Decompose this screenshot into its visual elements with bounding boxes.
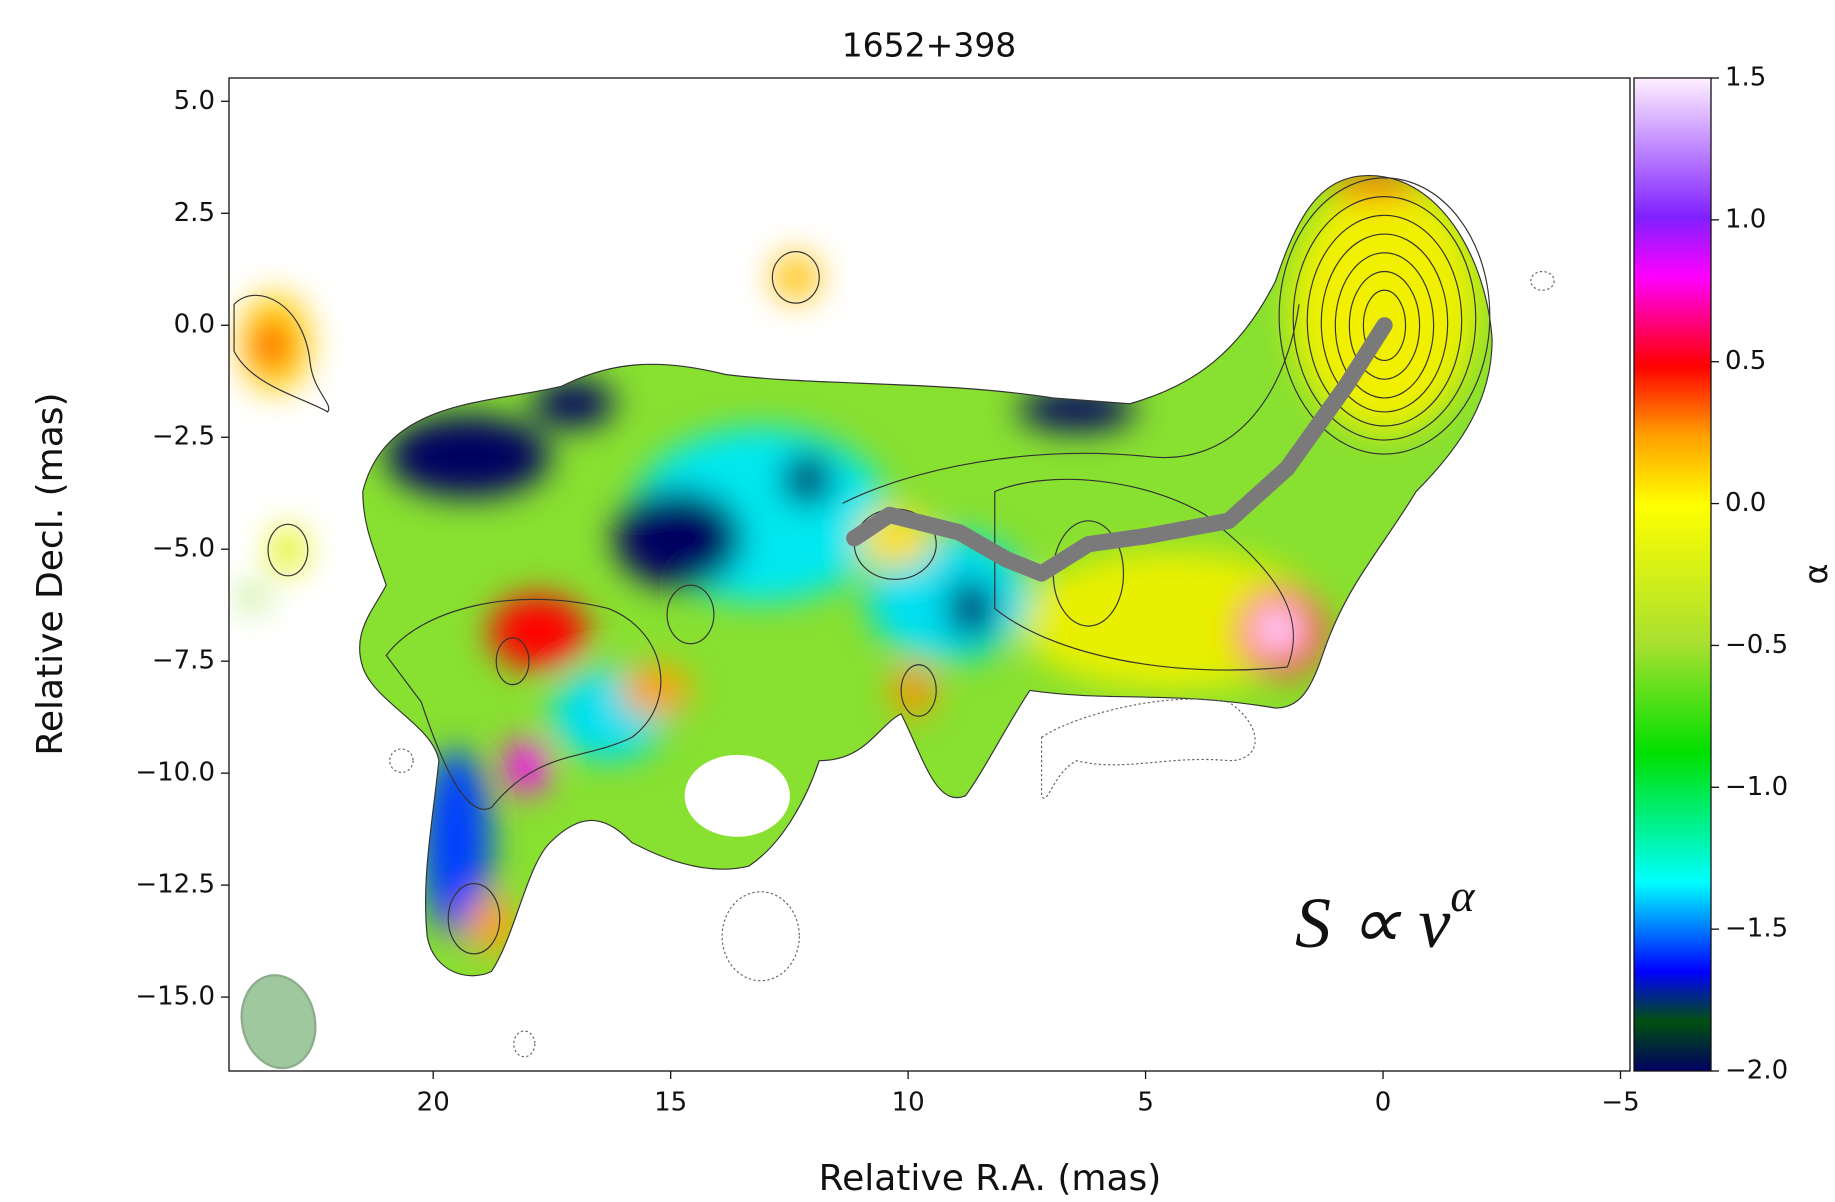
y-tick-label: −12.5	[135, 870, 215, 900]
map-shape	[1320, 233, 1449, 413]
map-shape	[721, 891, 800, 982]
map-shape	[495, 637, 530, 686]
colorbar-tick-label: −2.0	[1725, 1056, 1788, 1086]
y-axis-label: Relative Decl. (mas)	[30, 392, 71, 755]
map-shape	[620, 664, 691, 717]
x-tick-label: 10	[892, 1088, 925, 1118]
map-shape	[1348, 270, 1421, 380]
map-shape	[238, 253, 820, 607]
map-shape	[385, 177, 1491, 955]
map-shape	[359, 175, 1493, 976]
map-shape	[267, 523, 309, 577]
map-shape	[1306, 214, 1463, 427]
map-shape	[385, 598, 662, 810]
colorbar-tick-label: −1.0	[1725, 772, 1788, 802]
map-shape	[389, 748, 414, 773]
colorbar-tick-label: 0.5	[1725, 346, 1766, 376]
chart-title: 1652+398	[842, 26, 1017, 65]
map-shape	[1362, 289, 1407, 362]
y-tick-label: 0.0	[174, 310, 215, 340]
y-tick-label: 5.0	[174, 86, 215, 116]
map-shape	[900, 664, 937, 717]
y-tick-label: −5.0	[152, 534, 215, 564]
map-shape	[891, 664, 934, 717]
colorbar-tick-label: 1.5	[1725, 63, 1766, 93]
map-shape	[253, 321, 290, 369]
x-tick-label: 20	[417, 1088, 450, 1118]
map-shape	[772, 253, 820, 301]
map-shape	[666, 584, 715, 645]
map-shape	[465, 895, 518, 954]
x-tick-label: 5	[1137, 1088, 1154, 1118]
map-shape	[684, 754, 790, 837]
y-tick-label: −7.5	[152, 646, 215, 676]
colorbar	[1633, 77, 1712, 1072]
map-shape	[1530, 270, 1555, 291]
map-shape	[781, 454, 834, 506]
map-shape	[489, 594, 588, 670]
map-shape	[386, 415, 551, 498]
map-shape	[846, 317, 1393, 582]
y-tick-label: −15.0	[135, 982, 215, 1012]
map-shape	[240, 974, 317, 1070]
y-tick-label: 2.5	[174, 198, 215, 228]
map-shape	[505, 738, 548, 795]
map-shape	[233, 294, 330, 413]
map-shape	[771, 251, 820, 304]
map-shape	[1290, 175, 1479, 434]
map-shape	[1334, 252, 1435, 399]
x-axis-label: Relative R.A. (mas)	[819, 1158, 1162, 1199]
x-tick-label: 0	[1375, 1088, 1392, 1118]
map-shape	[1278, 177, 1491, 455]
annotation: S ∝ να	[1295, 870, 1475, 963]
colorbar-tick-label: −0.5	[1725, 630, 1788, 660]
map-shape	[1252, 603, 1304, 656]
map-shape	[386, 175, 1479, 954]
map-shape	[238, 587, 267, 607]
map-shape	[513, 1030, 536, 1058]
annotation-superscript: α	[1450, 870, 1475, 921]
map-shape	[994, 478, 1295, 671]
map-shape	[389, 270, 1555, 1058]
x-tick-label: 15	[654, 1088, 687, 1118]
map-shape	[447, 882, 501, 955]
map-shape	[842, 304, 1300, 504]
map-shape	[1292, 196, 1477, 441]
map-shape	[421, 748, 492, 937]
colorbar-tick-label: 0.0	[1725, 488, 1766, 518]
map-shape	[1040, 698, 1256, 799]
colorbar-label: α	[1797, 563, 1835, 584]
x-tick-label: −5	[1601, 1088, 1639, 1118]
map-shape	[614, 489, 744, 588]
plot-frame	[228, 77, 1631, 1072]
y-tick-label: −2.5	[152, 422, 215, 452]
colorbar-tick-label: 1.0	[1725, 204, 1766, 234]
map-shape	[270, 526, 306, 574]
colorbar-tick-label: −1.5	[1725, 914, 1788, 944]
y-tick-label: −10.0	[135, 758, 215, 788]
annotation-text: S ∝ ν	[1295, 883, 1450, 963]
map-shape	[532, 380, 615, 428]
map-shape	[947, 579, 995, 638]
